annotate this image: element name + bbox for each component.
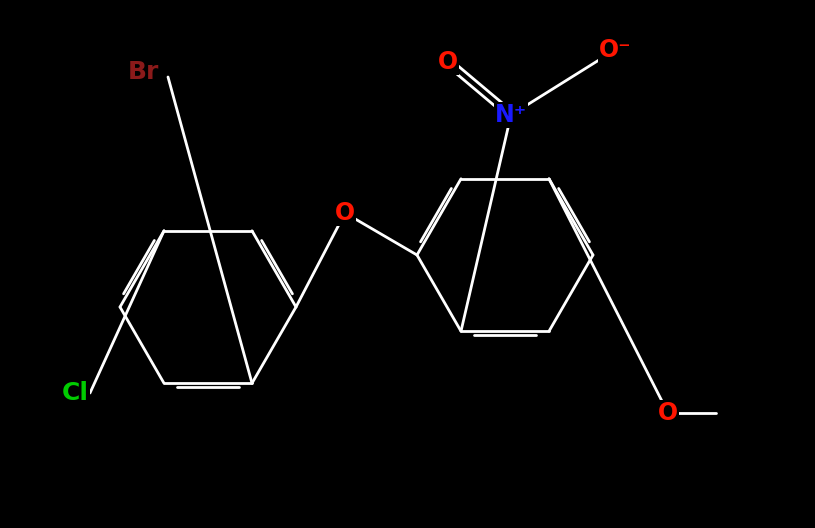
Text: O: O: [658, 401, 678, 425]
Text: Cl: Cl: [62, 381, 89, 405]
Text: N⁺: N⁺: [495, 103, 527, 127]
Text: O: O: [438, 50, 458, 74]
Text: Br: Br: [127, 60, 159, 84]
Text: O⁻: O⁻: [599, 38, 632, 62]
Text: O: O: [335, 201, 355, 225]
